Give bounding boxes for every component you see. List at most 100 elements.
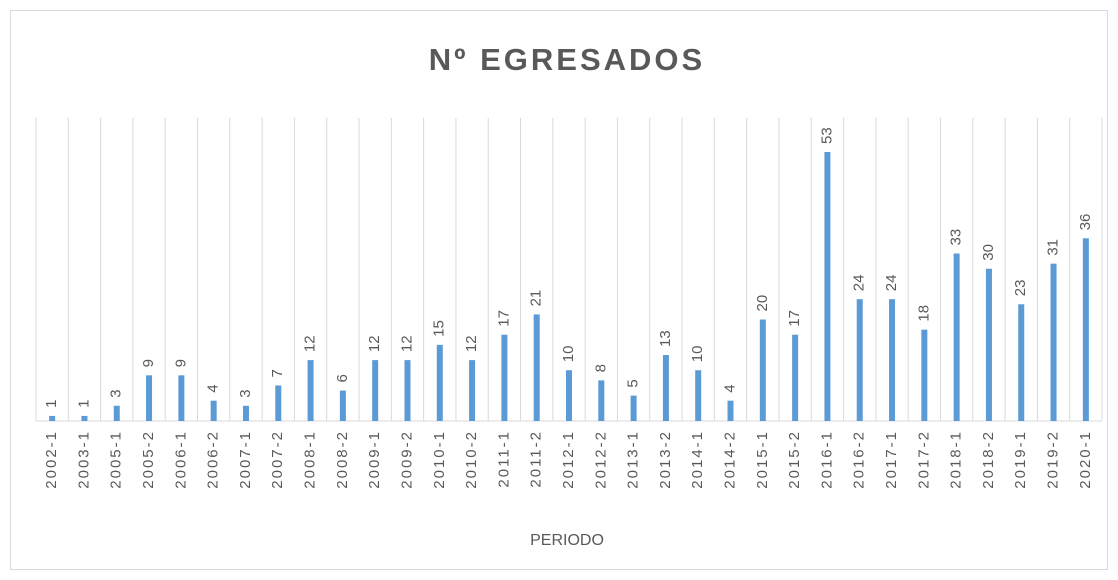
bar xyxy=(662,355,669,421)
x-tick-label: 2020-1 xyxy=(1077,430,1094,489)
value-label: 1 xyxy=(43,400,60,408)
x-tick-label: 2014-1 xyxy=(689,430,706,489)
x-tick-label: 2012-1 xyxy=(560,430,577,489)
x-tick-label: 2019-1 xyxy=(1012,430,1029,489)
bar xyxy=(889,299,896,421)
value-label: 10 xyxy=(689,346,706,363)
value-label: 1 xyxy=(75,400,92,408)
x-tick-label: 2002-1 xyxy=(43,430,60,489)
value-label: 17 xyxy=(786,310,803,327)
bar xyxy=(49,415,56,421)
bar xyxy=(146,375,153,421)
x-tick-label: 2015-1 xyxy=(754,430,771,489)
value-label: 12 xyxy=(463,335,480,352)
value-label: 36 xyxy=(1077,214,1094,231)
x-tick-label: 2012-2 xyxy=(592,430,609,489)
value-label: 10 xyxy=(560,346,577,363)
value-label: 53 xyxy=(818,127,835,144)
bar xyxy=(953,253,960,421)
value-label: 23 xyxy=(1012,280,1029,297)
value-label: 4 xyxy=(205,384,222,392)
value-label: 31 xyxy=(1045,239,1062,256)
bar xyxy=(695,370,702,421)
x-tick-label: 2005-2 xyxy=(140,430,157,489)
x-tick-label: 2006-2 xyxy=(205,430,222,489)
bar xyxy=(436,344,443,421)
x-tick-label: 2011-1 xyxy=(495,430,512,488)
bar xyxy=(339,390,346,421)
x-tick-label: 2016-1 xyxy=(818,430,835,489)
x-axis-title: PERIODO xyxy=(530,532,604,549)
bar xyxy=(985,268,992,421)
value-label: 5 xyxy=(625,379,642,387)
bar xyxy=(630,395,637,421)
value-label: 20 xyxy=(754,295,771,312)
x-tick-label: 2009-2 xyxy=(398,430,415,489)
x-tick-label: 2015-2 xyxy=(786,430,803,489)
bar xyxy=(1018,304,1025,421)
x-tick-label: 2006-1 xyxy=(172,430,189,489)
x-tick-label: 2013-2 xyxy=(657,430,674,489)
x-tick-label: 2016-2 xyxy=(851,430,868,489)
x-tick-label: 2018-1 xyxy=(948,430,965,489)
chart-title: Nº EGRESADOS xyxy=(429,42,705,77)
x-tick-label: 2005-1 xyxy=(108,430,125,489)
bar xyxy=(1050,263,1057,421)
bar xyxy=(372,360,379,421)
x-tick-label: 2017-1 xyxy=(883,430,900,489)
bar xyxy=(792,334,799,421)
value-label: 9 xyxy=(172,359,189,367)
bar xyxy=(275,385,282,421)
bar xyxy=(1082,238,1089,421)
value-label: 18 xyxy=(915,305,932,322)
x-tick-label: 2011-2 xyxy=(528,430,545,488)
bar xyxy=(307,360,314,421)
bar xyxy=(178,375,185,421)
value-label: 17 xyxy=(495,310,512,327)
bar xyxy=(469,360,476,421)
x-tick-label: 2009-1 xyxy=(366,430,383,489)
x-tick-label: 2014-2 xyxy=(721,430,738,489)
value-label: 12 xyxy=(398,335,415,352)
value-label: 9 xyxy=(140,359,157,367)
bar xyxy=(113,405,120,421)
bar xyxy=(242,405,249,421)
bar xyxy=(759,319,766,421)
bar xyxy=(81,415,88,421)
bar xyxy=(727,400,734,421)
value-label: 21 xyxy=(528,290,545,307)
x-tick-label: 2017-2 xyxy=(915,430,932,489)
x-tick-label: 2008-2 xyxy=(334,430,351,489)
bar xyxy=(921,329,928,421)
x-tick-label: 2018-2 xyxy=(980,430,997,489)
bar xyxy=(598,380,605,421)
bar xyxy=(824,152,831,421)
value-label: 3 xyxy=(237,389,254,397)
value-label: 12 xyxy=(366,335,383,352)
x-tick-label: 2010-1 xyxy=(431,430,448,489)
value-label: 33 xyxy=(948,229,965,246)
value-label: 13 xyxy=(657,330,674,347)
bar xyxy=(210,400,217,421)
x-tick-label: 2003-1 xyxy=(75,430,92,489)
x-tick-label: 2019-2 xyxy=(1045,430,1062,489)
bar xyxy=(856,299,863,421)
value-label: 24 xyxy=(851,275,868,292)
value-label: 7 xyxy=(269,369,286,377)
value-label: 6 xyxy=(334,374,351,382)
value-label: 30 xyxy=(980,244,997,261)
value-label: 24 xyxy=(883,275,900,292)
bar xyxy=(533,314,540,421)
bar xyxy=(566,370,572,421)
x-tick-label: 2013-1 xyxy=(625,430,642,489)
value-label: 4 xyxy=(721,384,738,392)
chart-border xyxy=(10,10,1108,570)
x-tick-label: 2008-1 xyxy=(302,430,319,489)
x-tick-label: 2007-2 xyxy=(269,430,286,489)
value-label: 15 xyxy=(431,320,448,337)
x-tick-label: 2010-2 xyxy=(463,430,480,489)
value-label: 12 xyxy=(302,335,319,352)
value-label: 8 xyxy=(592,364,609,372)
bar xyxy=(404,360,411,421)
